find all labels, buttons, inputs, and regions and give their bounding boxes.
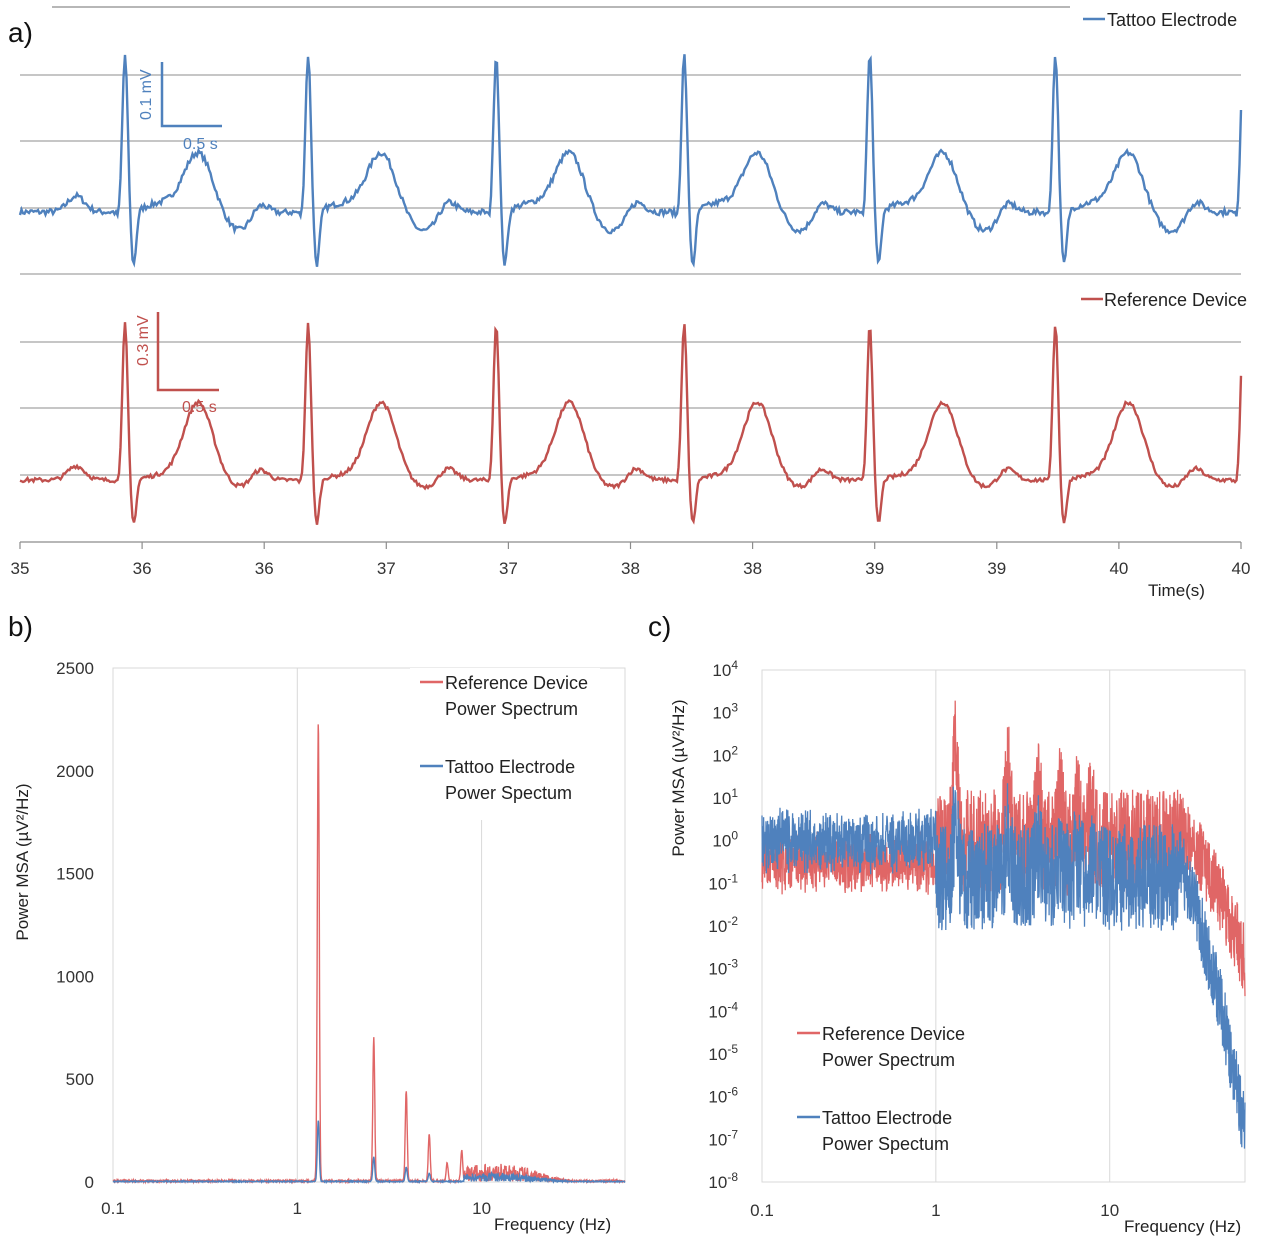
panel-a: a) Tattoo Electrode Reference Device 0.1… <box>8 6 1251 600</box>
panel-c-x-tick-label: 1 <box>931 1201 940 1220</box>
panel-c-y-tick-label: 10-6 <box>708 1085 738 1107</box>
panel-a-x-tick-label: 38 <box>621 559 640 578</box>
panel-b-y-tick-label: 0 <box>85 1173 94 1192</box>
panel-c-x-tick-label: 0.1 <box>750 1201 774 1220</box>
panel-a-x-tick-label: 38 <box>743 559 762 578</box>
panel-a-x-tick-label: 39 <box>987 559 1006 578</box>
panel-c-x-tick-label: 10 <box>1100 1201 1119 1220</box>
panel-b-y-tick-label: 1000 <box>56 967 94 986</box>
panel-c-y-tick-label: 10-5 <box>708 1042 738 1064</box>
panel-c-y-tick-label: 10-1 <box>708 871 738 893</box>
c-legend-reference-line1: Reference Device <box>822 1024 965 1044</box>
panel-c: c) 10410310210110010-110-210-310-410-510… <box>648 611 1246 1236</box>
c-legend-tattoo-line2: Power Spectum <box>822 1134 949 1154</box>
panel-a-x-tick-label: 35 <box>11 559 30 578</box>
c-reference-spectrum <box>761 700 1246 997</box>
panel-b-x-tick-label: 1 <box>293 1199 302 1218</box>
panel-a-label: a) <box>8 17 33 48</box>
panel-c-xlabel: Frequency (Hz) <box>1124 1217 1241 1236</box>
panel-b-x-tick-label: 10 <box>472 1199 491 1218</box>
panel-c-x-ticks: 0.1 1 10 <box>750 1201 1119 1220</box>
panel-c-ylabel: Power MSA (µV²/Hz) <box>669 699 688 856</box>
panel-b-x-ticks: 0.1 1 10 <box>101 1199 491 1218</box>
b-tattoo-spectrum <box>112 1120 626 1185</box>
panel-b-y-tick-label: 2500 <box>56 659 94 678</box>
b-legend-reference-line1: Reference Device <box>445 673 588 693</box>
panel-c-y-tick-label: 101 <box>712 786 738 808</box>
panel-a-xlabel: Time(s) <box>1148 581 1205 600</box>
panel-b-xlabel: Frequency (Hz) <box>494 1215 611 1234</box>
panel-b-y-tick-label: 500 <box>66 1070 94 1089</box>
tattoo-electrode-trace <box>18 54 1243 268</box>
panel-a-x-tick-label: 36 <box>255 559 274 578</box>
reference-device-trace <box>19 322 1243 525</box>
c-legend-tattoo-line1: Tattoo Electrode <box>822 1108 952 1128</box>
b-legend-reference-line2: Power Spectrum <box>445 699 578 719</box>
panel-c-y-tick-label: 10-8 <box>708 1170 738 1192</box>
blue-scale-time: 0.5 s <box>183 136 218 153</box>
panel-b-grid <box>296 668 483 1182</box>
panel-c-y-ticks: 104 103 102 101 100 10-1 10-2 10-3 10-4 10-5 10-6 1… <box>708 658 738 1192</box>
blue-scale-amplitude: 0.1 mV <box>138 69 155 120</box>
c-tattoo-spectrum <box>761 783 1246 1149</box>
c-legend-reference-line2: Power Spectrum <box>822 1050 955 1070</box>
panel-c-label: c) <box>648 611 671 642</box>
red-scale-bar <box>156 312 219 392</box>
panel-b: b) 0 500 1000 1500 2000 2500 0.1 1 10 Power MSA… <box>8 611 626 1234</box>
panel-b-ylabel: Power MSA (µV²/Hz) <box>13 783 32 940</box>
red-scale-time: 0.5 s <box>182 399 217 416</box>
panel-c-y-tick-label: 103 <box>712 701 738 723</box>
panel-c-y-tick-label: 10-4 <box>708 999 738 1021</box>
panel-c-plot-area <box>761 669 1246 1183</box>
panel-b-label: b) <box>8 611 33 642</box>
panel-b-legend-bg <box>410 668 600 808</box>
panel-a-x-tick-label: 36 <box>133 559 152 578</box>
b-legend-tattoo-line1: Tattoo Electrode <box>445 757 575 777</box>
panel-a-x-tick-label: 37 <box>377 559 396 578</box>
panel-a-x-tick-label: 37 <box>499 559 518 578</box>
panel-c-y-tick-label: 100 <box>712 829 738 851</box>
panel-b-y-ticks: 0 500 1000 1500 2000 2500 <box>56 659 94 1192</box>
panel-a-x-tick-label: 40 <box>1109 559 1128 578</box>
red-scale-amplitude: 0.3 mV <box>135 315 152 366</box>
panel-a-x-ticks: 35 36 36 37 37 38 38 39 39 40 40 <box>11 542 1251 578</box>
panel-c-y-tick-label: 10-2 <box>708 914 738 936</box>
panel-c-y-tick-label: 102 <box>712 743 738 765</box>
legend-tattoo-label: Tattoo Electrode <box>1107 10 1237 30</box>
panel-c-y-tick-label: 10-3 <box>708 957 738 979</box>
panel-b-y-tick-label: 2000 <box>56 762 94 781</box>
panel-b-y-tick-label: 1500 <box>56 865 94 884</box>
b-legend-tattoo-line2: Power Spectum <box>445 783 572 803</box>
blue-scale-bar <box>160 62 222 128</box>
panel-c-y-tick-label: 104 <box>712 658 738 680</box>
panel-c-y-tick-label: 10-7 <box>708 1127 738 1149</box>
panel-b-x-tick-label: 0.1 <box>101 1199 125 1218</box>
legend-reference-label: Reference Device <box>1104 290 1247 310</box>
panel-a-x-tick-label: 39 <box>865 559 884 578</box>
panel-a-x-tick-label: 40 <box>1232 559 1251 578</box>
